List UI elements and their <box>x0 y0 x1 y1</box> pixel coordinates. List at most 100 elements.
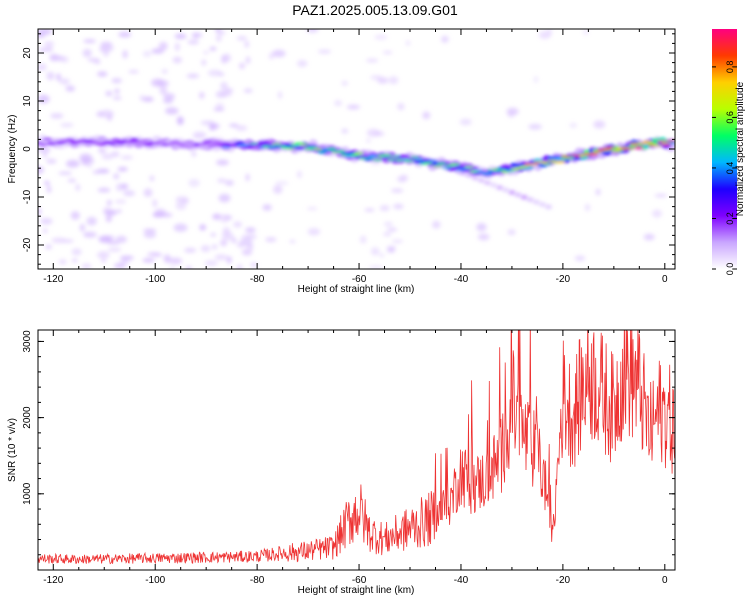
heat-noise-cell <box>289 239 296 244</box>
heat-ridge-cell <box>624 147 635 150</box>
heat-noise-cell <box>187 39 200 45</box>
colorbar-label: Normalized spectral amplitude <box>735 81 746 216</box>
y-tick-label: -20 <box>22 237 33 252</box>
heat-ridge-cell <box>179 144 190 149</box>
heat-noise-cell <box>67 178 77 183</box>
heat-ridge-cell <box>427 159 438 162</box>
heat-noise-cell <box>161 69 168 74</box>
heat-noise-cell <box>100 43 114 53</box>
heat-noise-cell <box>370 162 381 165</box>
heat-noise-cell <box>241 248 253 256</box>
heat-ridge-cell <box>308 146 319 149</box>
figure-title: PAZ1.2025.005.13.09.G01 <box>292 2 458 18</box>
heat-ridge-cell <box>638 142 649 145</box>
heat-noise-cell <box>593 120 606 129</box>
colorbar-tick-label: 0.8 <box>725 61 735 74</box>
heat-noise-cell <box>116 209 122 214</box>
heat-noise-cell <box>173 223 188 232</box>
heat-noise-cell <box>334 100 342 107</box>
heat-noise-cell <box>43 41 55 47</box>
heat-ridge-cell <box>367 155 378 158</box>
snr-series-line <box>38 330 675 565</box>
heat-noise-cell <box>221 231 234 241</box>
heat-noise-cell <box>175 201 187 210</box>
heat-noise-cell <box>217 31 226 35</box>
heat-noise-cell <box>231 237 237 244</box>
heat-ridge-cell <box>560 155 571 158</box>
heat-noise-cell <box>239 238 253 247</box>
heat-noise-cell <box>216 34 222 42</box>
heat-noise-cell <box>65 159 80 168</box>
colorbar-tick-label: 0.0 <box>725 263 735 276</box>
x-tick-label: -40 <box>454 575 469 586</box>
colorbar-axis: 0.0 0.2 0.4 0.6 0.8 <box>712 61 737 276</box>
heat-ridge-cell <box>234 140 245 146</box>
heat-noise-cell <box>97 187 111 193</box>
heat-noise-cell <box>102 207 111 216</box>
heat-noise-cell <box>274 181 289 185</box>
heat-ridge-cell <box>656 137 667 142</box>
heat-ridge-cell <box>565 157 575 160</box>
heat-noise-cell <box>220 90 232 97</box>
heat-noise-cell <box>38 94 50 104</box>
heat-noise-cell <box>209 124 215 131</box>
heat-noise-cell <box>210 233 216 237</box>
heat-noise-cell <box>213 107 225 111</box>
heat-noise-cell <box>220 239 228 247</box>
heat-ridge-cell <box>248 143 259 145</box>
heat-noise-cell <box>273 185 283 194</box>
heat-noise-cell <box>56 73 61 82</box>
heat-noise-cell <box>583 29 589 35</box>
heat-noise-cell <box>98 147 106 154</box>
heat-ridge-cell <box>184 140 195 145</box>
heat-noise-cell <box>97 251 110 259</box>
heat-noise-cell <box>228 123 239 128</box>
heat-noise-cell <box>364 208 375 212</box>
heat-noise-cell <box>38 145 51 154</box>
heat-branch-cell <box>490 183 497 187</box>
heat-noise-cell <box>432 220 441 229</box>
heat-ridge-cell <box>432 165 442 168</box>
heat-ridge-cell <box>404 160 415 162</box>
heat-noise-cell <box>422 111 431 120</box>
heat-ridge-cell <box>629 143 640 146</box>
snr-y-axis: 1000 2000 3000 <box>22 330 675 571</box>
heat-ridge-cell <box>633 147 644 150</box>
snr-x-label: Height of straight line (km) <box>298 585 415 596</box>
spectrogram-y-label: Frequency (Hz) <box>7 115 18 184</box>
heat-branch-cell <box>502 188 509 192</box>
heat-noise-cell <box>158 41 168 51</box>
heat-ridge-cell <box>276 145 287 147</box>
heat-noise-cell <box>139 95 146 101</box>
heat-noise-cell <box>382 51 393 54</box>
heat-noise-cell <box>117 167 128 172</box>
colorbar-tick-label: 0.6 <box>725 111 735 124</box>
heat-ridge-cell <box>652 144 663 147</box>
heat-noise-cell <box>584 204 591 211</box>
heat-noise-cell <box>122 49 128 59</box>
heat-noise-cell <box>43 152 48 159</box>
heat-ridge-cell <box>592 150 603 153</box>
heat-ridge-cell <box>473 169 484 172</box>
snr-x-axis: -120 -100 -80 -60 -40 -20 0 <box>43 330 668 586</box>
y-tick-label: 2000 <box>22 406 33 429</box>
heat-noise-cell <box>207 69 222 77</box>
heat-noise-cell <box>46 185 52 194</box>
heat-ridge-cell <box>354 152 364 155</box>
heat-noise-cell <box>188 178 200 188</box>
heat-noise-cell <box>86 216 97 226</box>
heat-noise-cell <box>366 138 371 143</box>
heat-noise-cell <box>441 35 449 43</box>
spectrogram-y-axis: -20 -10 0 10 20 <box>22 33 675 265</box>
heat-noise-cell <box>200 120 214 126</box>
x-tick-label: -60 <box>352 575 367 586</box>
heat-noise-cell <box>87 162 92 168</box>
heat-ridge-cell <box>546 159 557 162</box>
heat-noise-cell <box>383 221 393 227</box>
heat-noise-cell <box>218 193 231 203</box>
y-tick-label: -10 <box>22 189 33 204</box>
heat-branch-cell <box>533 200 540 204</box>
x-tick-label: -100 <box>145 274 165 285</box>
heat-noise-cell <box>38 208 42 216</box>
